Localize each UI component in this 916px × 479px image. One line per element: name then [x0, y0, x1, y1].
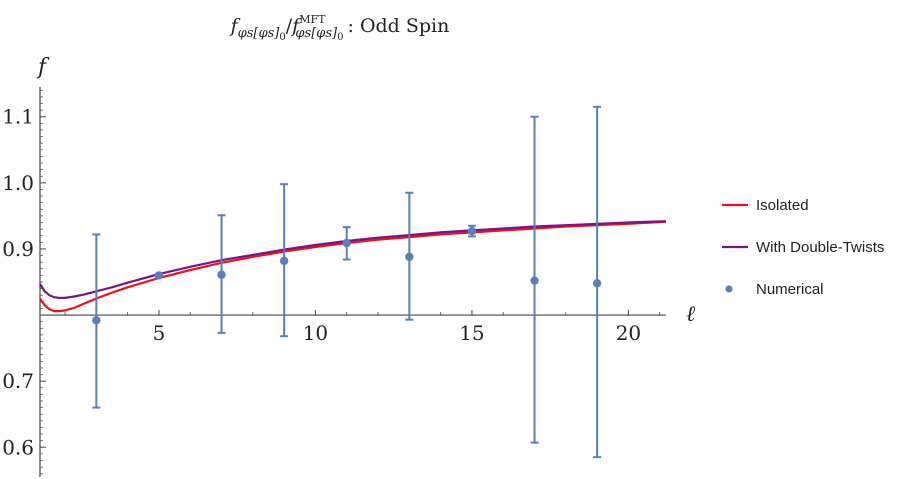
x-axis-label: ℓ — [686, 302, 696, 327]
data-point — [530, 276, 539, 285]
data-point — [592, 279, 602, 288]
title-num-sub: φs[φs] — [238, 26, 281, 41]
legend: Isolated With Double-Twists Numerical — [722, 197, 884, 298]
y-tick-label: 1.1 — [2, 105, 34, 129]
series-line-isolated — [39, 220, 667, 313]
data-point — [217, 270, 226, 279]
x-tick-label: 15 — [459, 321, 484, 345]
legend-label: Numerical — [756, 281, 824, 298]
y-tick-label: 0.7 — [2, 369, 34, 393]
legend-label: Isolated — [756, 197, 809, 214]
title-den-sub: φs[φs] — [295, 26, 338, 41]
title-den-sup: MFT — [299, 13, 326, 26]
data-point — [467, 226, 477, 236]
title-den-sub0: 0 — [337, 32, 343, 43]
title-num-sub0: 0 — [279, 32, 285, 43]
x-tick-label: 20 — [616, 321, 641, 345]
title-suffix: : Odd Spin — [348, 15, 450, 37]
axes: 5 10 15 20 0.6 0.7 0.9 1.0 1.1 — [2, 87, 666, 477]
x-ticks: 5 10 15 20 — [64, 310, 661, 345]
data-point — [405, 252, 414, 262]
data-point — [154, 271, 164, 280]
data-point — [279, 256, 289, 266]
legend-swatch-dot — [725, 285, 733, 293]
title-slash: / — [286, 15, 293, 37]
y-tick-label: 0.6 — [2, 435, 34, 459]
x-tick-label: 5 — [153, 321, 166, 345]
series-line-with-double-twists — [39, 220, 667, 299]
data-point — [342, 238, 351, 248]
title-den-base: f — [290, 15, 302, 37]
legend-label: With Double-Twists — [756, 239, 884, 256]
chart-title: fφs[φs]0/fMFT φs[φs]0: Odd Spin — [229, 13, 450, 43]
y-axis-label: f — [36, 55, 50, 80]
y-tick-label: 0.9 — [2, 237, 34, 261]
data-point — [92, 316, 101, 325]
x-tick-label: 10 — [303, 321, 328, 345]
title-num-base: f — [229, 15, 241, 37]
series-layer — [39, 105, 667, 459]
y-tick-label: 1.0 — [2, 171, 34, 195]
y-ticks: 0.6 0.7 0.9 1.0 1.1 — [2, 89, 46, 475]
